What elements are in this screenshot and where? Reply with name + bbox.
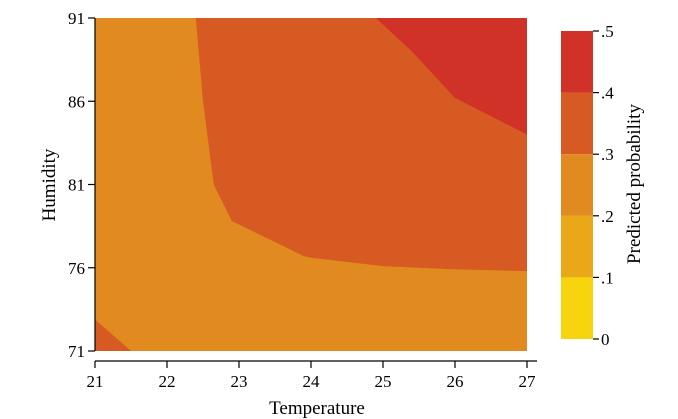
contour-region-band-0.4-0.5 xyxy=(375,18,527,135)
x-tick-label: 24 xyxy=(303,372,321,391)
colorbar-band xyxy=(561,31,593,93)
colorbar-tick-label: .2 xyxy=(601,207,614,226)
y-tick-label: 81 xyxy=(68,176,85,195)
colorbar-tick-label: .5 xyxy=(601,22,614,41)
y-ticks: 71 76 81 86 91 xyxy=(68,9,95,361)
y-axis-title: Humidity xyxy=(39,148,60,221)
colorbar-tick-label: 0 xyxy=(601,330,610,349)
y-tick-label: 91 xyxy=(68,9,85,28)
colorbar xyxy=(561,31,593,339)
x-tick-label: 27 xyxy=(519,372,537,391)
colorbar-tick-label: .3 xyxy=(601,145,614,164)
colorbar-band xyxy=(561,215,593,278)
x-ticks: 21 22 23 24 25 26 27 xyxy=(87,361,537,391)
colorbar-band xyxy=(561,154,593,216)
y-tick-label: 86 xyxy=(68,92,85,111)
x-tick-label: 23 xyxy=(231,372,248,391)
x-tick-label: 22 xyxy=(159,372,176,391)
colorbar-band xyxy=(561,277,593,339)
y-tick-label: 76 xyxy=(68,259,85,278)
x-axis-title: Temperature xyxy=(269,398,365,419)
colorbar-ticks: 0 .1 .2 .3 .4 .5 xyxy=(593,22,614,349)
colorbar-band xyxy=(561,92,593,155)
x-tick-label: 25 xyxy=(375,372,392,391)
contour-region-band-0.3-0.4-corner xyxy=(95,319,131,351)
x-tick-label: 21 xyxy=(87,372,104,391)
colorbar-tick-label: .4 xyxy=(601,84,614,103)
y-tick-label: 71 xyxy=(68,342,85,361)
contour-regions xyxy=(95,18,528,351)
x-tick-label: 26 xyxy=(447,372,464,391)
colorbar-title: Predicted probability xyxy=(624,104,645,264)
colorbar-tick-label: .1 xyxy=(601,268,614,287)
